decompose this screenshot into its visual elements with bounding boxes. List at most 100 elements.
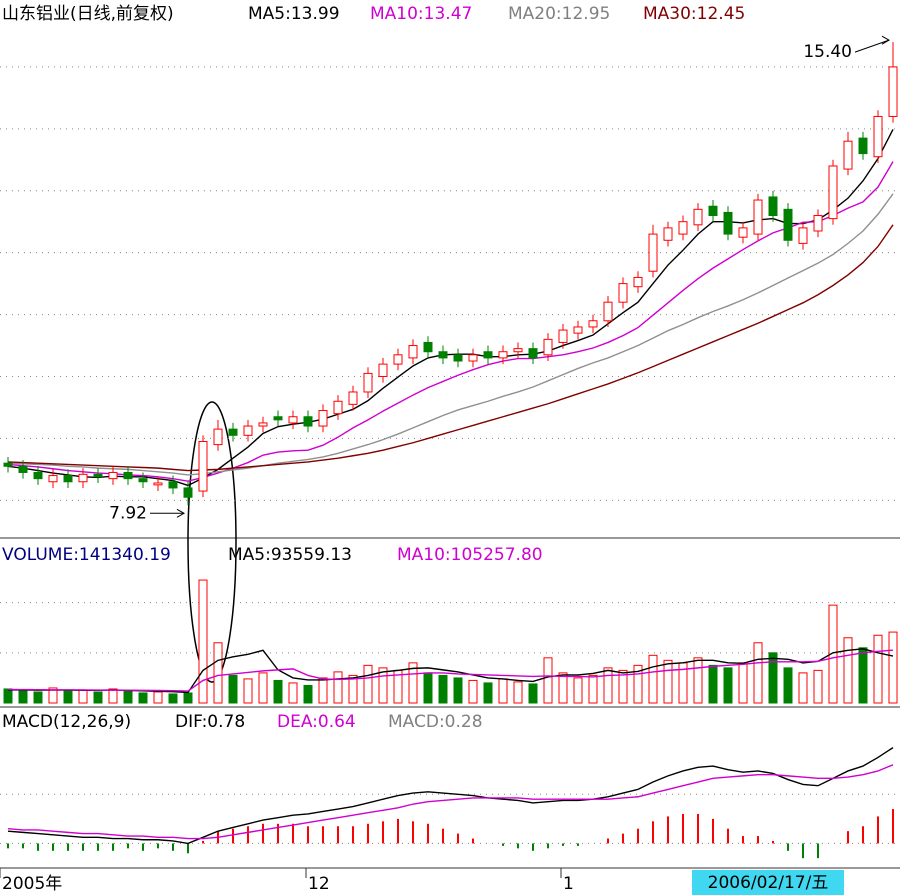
candle-body: [18, 465, 28, 473]
candle-body: [213, 428, 223, 446]
cursor-date-box: [692, 870, 844, 895]
candle-body: [63, 475, 73, 483]
candle-body: [348, 391, 358, 405]
volume-bar: [228, 674, 238, 704]
annotation-arrow: [854, 39, 890, 53]
candle-body: [393, 354, 403, 365]
x-tick-label: 2006/02/17/五: [708, 873, 829, 893]
legend-entry: MACD:0.28: [388, 712, 483, 732]
candle-body: [33, 471, 43, 480]
legend-entry: MA5:93559.13: [228, 545, 352, 565]
volume-bar: [243, 678, 253, 704]
ma-line: [7, 193, 894, 476]
volume-bar: [543, 657, 553, 704]
candle-body: [558, 329, 568, 343]
legend-entry: DIF:0.78: [175, 712, 245, 732]
volume-bar: [513, 681, 523, 704]
candle-body: [498, 351, 508, 359]
candle-body: [708, 205, 718, 217]
volume-bar: [48, 687, 58, 704]
candle-body: [618, 283, 628, 303]
candle-body: [303, 416, 313, 427]
candle-body: [888, 66, 898, 117]
ma-line: [8, 648, 894, 694]
volume-bar: [3, 688, 13, 704]
volume-bar: [528, 683, 538, 704]
candle-body: [753, 199, 763, 235]
volume-bar: [693, 657, 703, 704]
candle-body: [138, 478, 148, 483]
candle-body: [123, 471, 133, 480]
candle-body: [513, 348, 523, 353]
candle-body: [168, 481, 178, 489]
legend-entry: MA30:12.45: [643, 4, 745, 24]
volume-bar: [663, 659, 673, 704]
ma-line: [7, 224, 894, 472]
volume-bar: [318, 677, 328, 704]
candle-body: [813, 215, 823, 232]
volume-bar: [303, 684, 313, 704]
candle-body: [528, 348, 538, 359]
volume-bar: [78, 689, 88, 704]
volume-bar: [723, 667, 733, 704]
volume-bar: [783, 667, 793, 704]
candle-body: [198, 441, 208, 492]
candle-body: [228, 428, 238, 436]
ma-line: [7, 649, 894, 692]
candle-body: [798, 227, 808, 244]
candle-body: [738, 227, 748, 238]
candle-body: [783, 208, 793, 241]
candle-body: [858, 137, 868, 155]
volume-bar: [273, 679, 283, 704]
candle-body: [153, 482, 163, 486]
volume-bar: [213, 642, 223, 704]
legend-entry: MA5:13.99: [248, 4, 340, 24]
volume-bar: [183, 692, 193, 704]
volume-bar: [798, 672, 808, 704]
legend-entry: MA20:12.95: [508, 4, 610, 24]
volume-bar: [288, 682, 298, 704]
volume-bar: [648, 654, 658, 704]
volume-bar: [843, 637, 853, 704]
candle-body: [243, 425, 253, 436]
candle-body: [678, 221, 688, 235]
annotation: 15.40: [803, 42, 852, 62]
candle-body: [318, 410, 328, 427]
candle-body: [648, 233, 658, 272]
volume-bar: [198, 579, 208, 704]
highlight-ellipse: [187, 401, 237, 683]
candle-body: [423, 341, 433, 353]
volume-bar: [18, 689, 28, 704]
legend-entry: DEA:0.64: [277, 712, 356, 732]
candle-body: [768, 196, 778, 217]
volume-bar: [708, 664, 718, 704]
volume-bar: [753, 642, 763, 704]
candle-body: [588, 320, 598, 328]
candle-body: [483, 351, 493, 359]
chart-title: MACD(12,26,9): [2, 712, 131, 732]
volume-bar: [93, 691, 103, 704]
volume-bar: [138, 692, 148, 704]
candle-body: [453, 354, 463, 362]
candle-body: [663, 227, 673, 241]
volume-bar: [573, 677, 583, 704]
volume-bar: [153, 691, 163, 704]
candle-body: [843, 140, 853, 170]
volume-bar: [618, 669, 628, 704]
volume-bar: [828, 604, 838, 704]
volume-bar: [33, 691, 43, 704]
candle-body: [378, 363, 388, 377]
volume-bar: [408, 662, 418, 704]
ma-line: [7, 161, 894, 482]
candle-body: [78, 473, 88, 483]
volume-bar: [603, 667, 613, 704]
candle-body: [3, 462, 13, 467]
volume-bar: [423, 672, 433, 704]
candle-body: [828, 165, 838, 220]
volume-bar: [438, 674, 448, 704]
volume-bar: [123, 689, 133, 704]
candle-body: [573, 326, 583, 334]
volume-bar: [873, 634, 883, 704]
